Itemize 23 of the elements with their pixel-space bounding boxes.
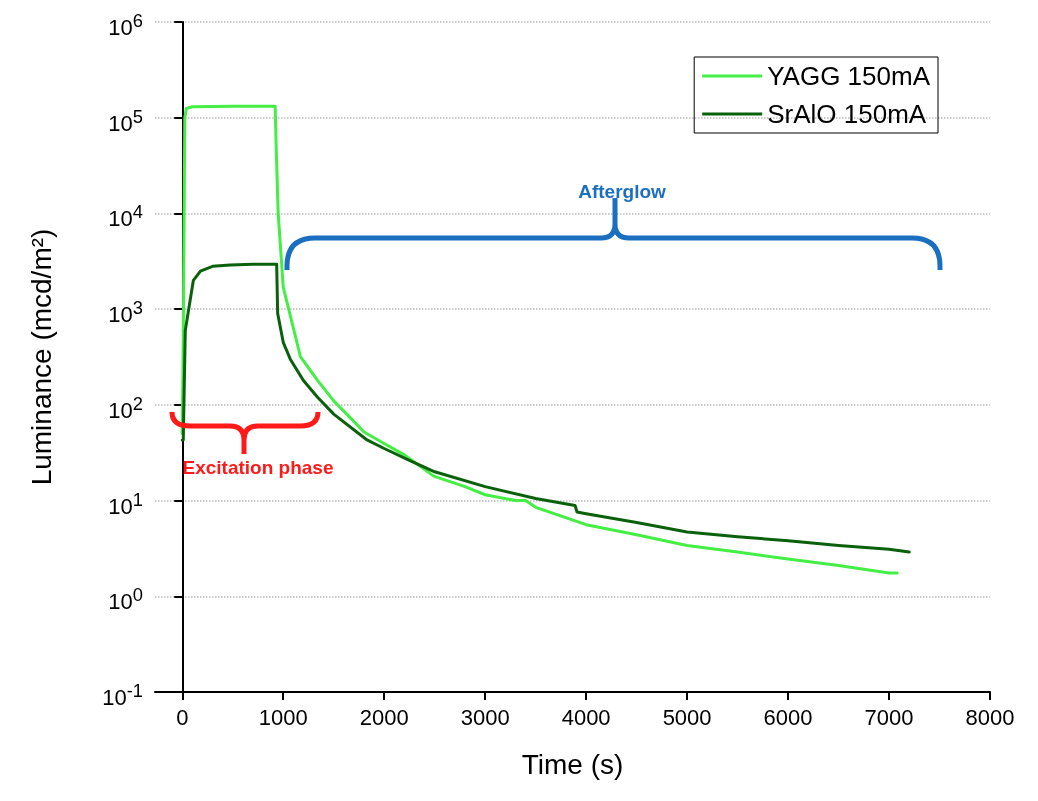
y-tick-label: 10$^{6}$ xyxy=(108,9,143,43)
x-tick-label: 6000 xyxy=(763,704,813,730)
x-tick-label: 3000 xyxy=(460,704,510,730)
y-tick-label: 10$^{4}$ xyxy=(108,200,143,234)
y-tick-label: 10$^{-1}$ xyxy=(102,679,143,713)
annotation: Afterglow xyxy=(577,180,667,204)
line-series xyxy=(180,262,911,554)
x-tick-label: 2000 xyxy=(359,704,409,730)
x-tick-label: 8000 xyxy=(965,704,1015,730)
legend-label: YAGG 150mA xyxy=(767,61,931,91)
x-tick-label: 1000 xyxy=(258,704,308,730)
x-tick-label: 0 xyxy=(176,704,189,730)
y-tick-label: 10$^{2}$ xyxy=(108,391,143,426)
y-tick-label: 10$^{3}$ xyxy=(108,296,143,330)
x-tick-label: 5000 xyxy=(662,704,712,730)
y-axis-title: Luminance (mcd/m²) xyxy=(25,228,57,486)
x-tick-label: 7000 xyxy=(864,704,914,730)
x-axis-title: Time (s) xyxy=(521,748,624,780)
y-tick-label: 10$^{0}$ xyxy=(108,583,143,617)
y-tick-label: 10$^{1}$ xyxy=(108,487,143,521)
x-tick-label: 4000 xyxy=(561,704,611,730)
legend-label: SrAlO 150mA xyxy=(767,99,927,129)
y-tick-label: 10$^{5}$ xyxy=(108,104,143,139)
